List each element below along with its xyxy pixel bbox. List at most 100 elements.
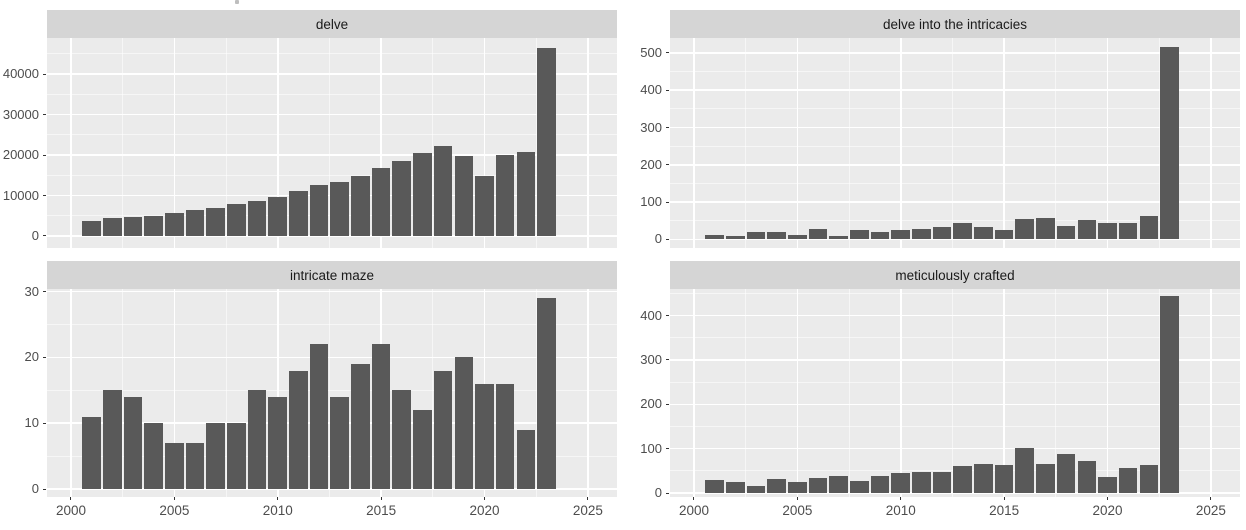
bar-2002: [103, 218, 122, 236]
bar-2007: [206, 423, 225, 490]
y-tick-label: 400: [640, 307, 662, 323]
bar-2010: [891, 229, 911, 240]
bar-2022: [1139, 215, 1159, 240]
y-major-gridline: [47, 488, 617, 490]
x-minor-gridline: [1158, 289, 1160, 497]
y-minor-gridline: [47, 324, 617, 326]
x-minor-gridline: [745, 38, 747, 248]
bar-2002: [726, 482, 745, 493]
bar-2023: [1160, 47, 1179, 240]
y-tick-label: 10000: [2, 187, 39, 203]
bar-2011: [912, 471, 931, 493]
y-tick-label: 300: [640, 119, 662, 135]
y-minor-gridline: [670, 145, 1240, 147]
bar-2004: [144, 423, 163, 490]
bar-2009: [870, 475, 890, 493]
bar-2015: [994, 230, 1014, 240]
y-minor-gridline: [47, 53, 617, 55]
bar-2018: [433, 370, 453, 490]
x-major-gridline: [276, 289, 279, 497]
bar-2020: [1098, 223, 1117, 240]
bar-2003: [123, 216, 143, 236]
y-minor-gridline: [670, 220, 1240, 222]
bar-2015: [371, 344, 391, 490]
y-minor-gridline: [47, 93, 617, 95]
panel-delve: [47, 38, 617, 248]
y-tick-mark: [43, 422, 46, 424]
y-tick-label: 100: [640, 440, 662, 456]
x-major-gridline: [70, 38, 72, 248]
bar-2014: [351, 364, 370, 490]
y-minor-gridline: [670, 71, 1240, 73]
bar-2012: [932, 471, 952, 493]
bar-2022: [516, 152, 536, 236]
y-major-gridline: [670, 201, 1240, 203]
bar-2006: [808, 229, 828, 240]
bar-2019: [1077, 461, 1097, 493]
x-tick-mark: [1003, 497, 1005, 500]
bar-2014: [351, 176, 370, 236]
bar-2023: [537, 298, 556, 490]
bar-2013: [953, 465, 973, 493]
y-major-gridline: [47, 113, 617, 116]
x-minor-gridline: [848, 38, 850, 248]
y-tick-label: 500: [640, 44, 662, 60]
y-major-gridline: [670, 238, 1240, 241]
x-major-gridline: [1003, 38, 1005, 248]
x-minor-gridline: [535, 289, 537, 497]
bar-2017: [413, 153, 432, 236]
bar-2020: [475, 383, 494, 490]
facet-strip-delve: delve: [47, 10, 617, 38]
bar-2001: [82, 416, 101, 490]
y-minor-gridline: [670, 182, 1240, 184]
y-tick-label: 0: [31, 481, 39, 497]
bar-2013: [953, 223, 973, 240]
y-minor-gridline: [670, 337, 1240, 339]
facet-strip-intricate-maze: intricate maze: [47, 261, 617, 289]
bar-2005: [788, 481, 807, 493]
x-tick-mark: [796, 497, 798, 500]
y-major-gridline: [670, 314, 1240, 317]
y-tick-label: 300: [640, 351, 662, 367]
y-tick-mark: [43, 73, 46, 75]
y-tick-label: 200: [640, 396, 662, 412]
bar-2007: [829, 476, 848, 493]
facet-strip-meticulously-crafted: meticulously crafted: [670, 261, 1240, 289]
y-major-gridline: [670, 52, 1240, 54]
x-major-gridline: [70, 289, 72, 497]
bar-2019: [454, 155, 474, 236]
y-minor-gridline: [670, 381, 1240, 383]
bar-2021: [1118, 222, 1138, 240]
bar-2001: [705, 234, 724, 240]
bar-2004: [767, 231, 786, 240]
y-tick-mark: [666, 127, 669, 129]
bar-2005: [165, 212, 184, 236]
bar-2023: [1160, 295, 1179, 493]
bar-2006: [185, 443, 205, 490]
x-major-gridline: [1106, 38, 1109, 248]
y-tick-mark: [666, 448, 669, 450]
y-tick-label: 20000: [2, 147, 39, 162]
y-minor-gridline: [670, 108, 1240, 110]
bar-2010: [891, 473, 911, 493]
x-tick-mark: [277, 497, 279, 500]
y-tick-mark: [666, 403, 669, 405]
y-tick-mark: [666, 201, 669, 203]
x-tick-label: 2015: [989, 503, 1020, 518]
bar-2013: [330, 181, 350, 236]
y-tick-mark: [666, 359, 669, 361]
x-tick-label: 2000: [678, 503, 709, 518]
bar-2002: [726, 235, 745, 240]
bar-2017: [1036, 463, 1055, 493]
x-major-gridline: [899, 289, 902, 497]
x-tick-mark: [380, 497, 382, 500]
y-major-gridline: [47, 290, 617, 293]
x-major-gridline: [587, 38, 589, 248]
y-tick-label: 100: [640, 194, 662, 210]
bar-2005: [165, 443, 184, 490]
facet-title: meticulously crafted: [895, 267, 1015, 283]
x-major-gridline: [276, 38, 279, 248]
x-major-gridline: [693, 289, 695, 497]
facet-strip-delve-into-the-intricacies: delve into the intricacies: [670, 10, 1240, 38]
